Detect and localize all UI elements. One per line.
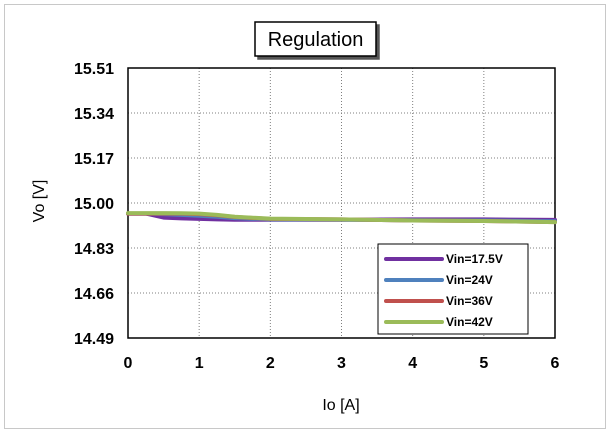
y-axis-label: Vo [V] bbox=[31, 180, 48, 223]
y-tick-label: 14.66 bbox=[74, 286, 114, 303]
chart-title-box: Regulation bbox=[254, 21, 377, 57]
series-lines bbox=[126, 211, 557, 225]
x-tick-label: 0 bbox=[124, 355, 133, 372]
legend-label: Vin=24V bbox=[446, 273, 493, 287]
y-tick-label: 14.83 bbox=[74, 241, 114, 258]
y-tick-label: 15.34 bbox=[74, 106, 114, 123]
x-tick-label: 4 bbox=[408, 355, 417, 372]
plot-area bbox=[127, 67, 556, 339]
x-axis-label: Io [A] bbox=[322, 397, 359, 414]
x-tick-label: 5 bbox=[479, 355, 488, 372]
chart-frame bbox=[4, 4, 606, 429]
x-tick-label: 1 bbox=[195, 355, 204, 372]
x-tick-label: 6 bbox=[551, 355, 560, 372]
y-tick-label: 15.17 bbox=[74, 151, 114, 168]
series-line bbox=[126, 211, 557, 225]
legend-label: Vin=42V bbox=[446, 315, 493, 329]
x-tick-labels: 0 1 2 3 4 5 6 bbox=[124, 355, 560, 372]
y-tick-labels: 15.51 15.34 15.17 15.00 14.83 14.66 14.49 bbox=[74, 61, 114, 348]
legend-label: Vin=36V bbox=[446, 294, 493, 308]
y-tick-label: 15.51 bbox=[74, 61, 114, 78]
legend: Vin=17.5V Vin=24V Vin=36V Vin=42V bbox=[377, 243, 529, 335]
x-tick-label: 2 bbox=[266, 355, 275, 372]
x-tick-label: 3 bbox=[337, 355, 346, 372]
y-tick-label: 15.00 bbox=[74, 196, 114, 213]
legend-label: Vin=17.5V bbox=[446, 252, 503, 266]
chart-title: Regulation bbox=[268, 29, 364, 51]
y-tick-label: 14.49 bbox=[74, 331, 114, 348]
